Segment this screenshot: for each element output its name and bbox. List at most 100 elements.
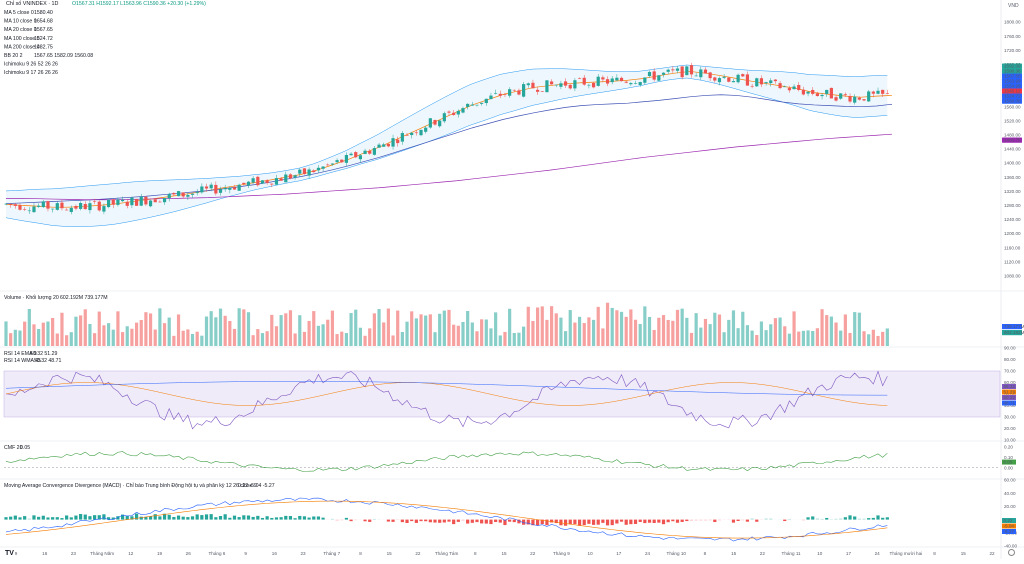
candle-body (755, 78, 758, 86)
candle-body (732, 81, 735, 82)
volume-bar (792, 311, 795, 346)
volume-badge-text: 739.177M (1004, 324, 1024, 329)
volume-bar (788, 334, 791, 346)
macd-histogram-bar (685, 520, 688, 521)
x-tick-label: 10 (588, 551, 594, 556)
candle-body (266, 180, 269, 183)
macd-histogram-bar (56, 517, 59, 519)
volume-bar (447, 310, 450, 346)
candle-body (639, 82, 642, 85)
volume-bar (359, 328, 362, 346)
macd-histogram-bar (657, 520, 660, 523)
candle-body (713, 77, 716, 80)
candle-body (830, 88, 833, 99)
macd-histogram-bar (816, 518, 819, 519)
candle-body (37, 206, 40, 207)
volume-bar (806, 330, 809, 346)
macd-histogram-bar (419, 520, 422, 522)
volume-bar (862, 331, 865, 346)
price-tick-label: 1360.00 (1004, 175, 1021, 180)
candle-body (662, 73, 665, 75)
x-tick-label: 22 (530, 551, 536, 556)
candle-body (620, 78, 623, 81)
candle-body (70, 208, 73, 212)
macd-histogram-bar (270, 518, 273, 520)
candle-body (648, 72, 651, 76)
macd-histogram-bar (597, 520, 600, 525)
rsi-values: 50.32 51.29 (30, 351, 58, 357)
volume-bar (163, 323, 166, 346)
volume-bar (503, 332, 506, 346)
volume-bar (37, 329, 40, 346)
macd-histogram-bar (23, 516, 26, 519)
volume-bar (778, 318, 781, 346)
settings-gear-icon[interactable] (1008, 549, 1015, 556)
macd-histogram-bar (415, 520, 418, 523)
volume-bar (396, 311, 399, 346)
volume-bar (601, 328, 604, 346)
volume-bar (177, 314, 180, 346)
candle-body (653, 71, 656, 79)
volume-bar (839, 331, 842, 346)
candle-body (219, 189, 222, 193)
candle-body (205, 186, 208, 188)
volume-bar (154, 330, 157, 346)
volume-bar (620, 312, 623, 346)
macd-histogram-bar (475, 520, 478, 523)
candle-body (28, 211, 31, 212)
candle-body (56, 203, 59, 210)
macd-histogram-bar (18, 517, 21, 519)
candle-body (737, 75, 740, 82)
macd-histogram-bar (224, 514, 227, 519)
volume-bar (102, 325, 105, 346)
x-tick-label: 16 (42, 551, 48, 556)
macd-histogram-bar (331, 519, 334, 520)
macd-histogram-bar (200, 515, 203, 520)
volume-bar (349, 313, 352, 346)
x-tick-label: 15 (731, 551, 737, 556)
candle-body (387, 144, 390, 146)
x-tick-label: 15 (961, 551, 967, 556)
macd-histogram-bar (625, 520, 628, 525)
macd-histogram-bar (639, 520, 642, 522)
macd-histogram-bar (438, 520, 441, 523)
volume-bar (438, 314, 441, 346)
candle-body (233, 187, 236, 189)
x-tick-label: 26 (186, 551, 192, 556)
candle-body (751, 86, 754, 87)
volume-bar (881, 332, 884, 346)
volume-bar (876, 336, 879, 346)
macd-histogram-bar (839, 519, 842, 520)
macd-histogram-bar (261, 518, 264, 520)
x-tick-label: 8 (704, 551, 707, 556)
legend-label: MA 10 close 0 (4, 19, 37, 25)
macd-histogram-bar (447, 520, 450, 522)
candle-body (438, 121, 441, 127)
macd-histogram-bar (886, 517, 889, 519)
volume-bar (629, 309, 632, 346)
macd-histogram-bar (37, 517, 40, 520)
macd-histogram-bar (284, 516, 287, 520)
candle-body (144, 197, 147, 205)
volume-bar (597, 307, 600, 346)
volume-bar (266, 331, 269, 346)
volume-bar (751, 331, 754, 346)
price-tick-label: 1400.00 (1004, 161, 1021, 166)
candle-body (587, 85, 590, 86)
candle-body (196, 192, 199, 193)
candle-body (51, 209, 54, 210)
volume-bar (345, 333, 348, 346)
volume-bar (196, 332, 199, 346)
volume-bar (611, 308, 614, 346)
macd-histogram-bar (102, 514, 105, 519)
volume-bar (592, 320, 595, 346)
candle-body (429, 118, 432, 127)
macd-histogram-bar (205, 514, 208, 519)
volume-bar (219, 309, 222, 346)
macd-histogram-bar (196, 514, 199, 519)
macd-histogram-bar (429, 520, 432, 523)
macd-histogram-bar (489, 520, 492, 524)
candle-body (788, 88, 791, 90)
volume-bar (755, 335, 758, 346)
